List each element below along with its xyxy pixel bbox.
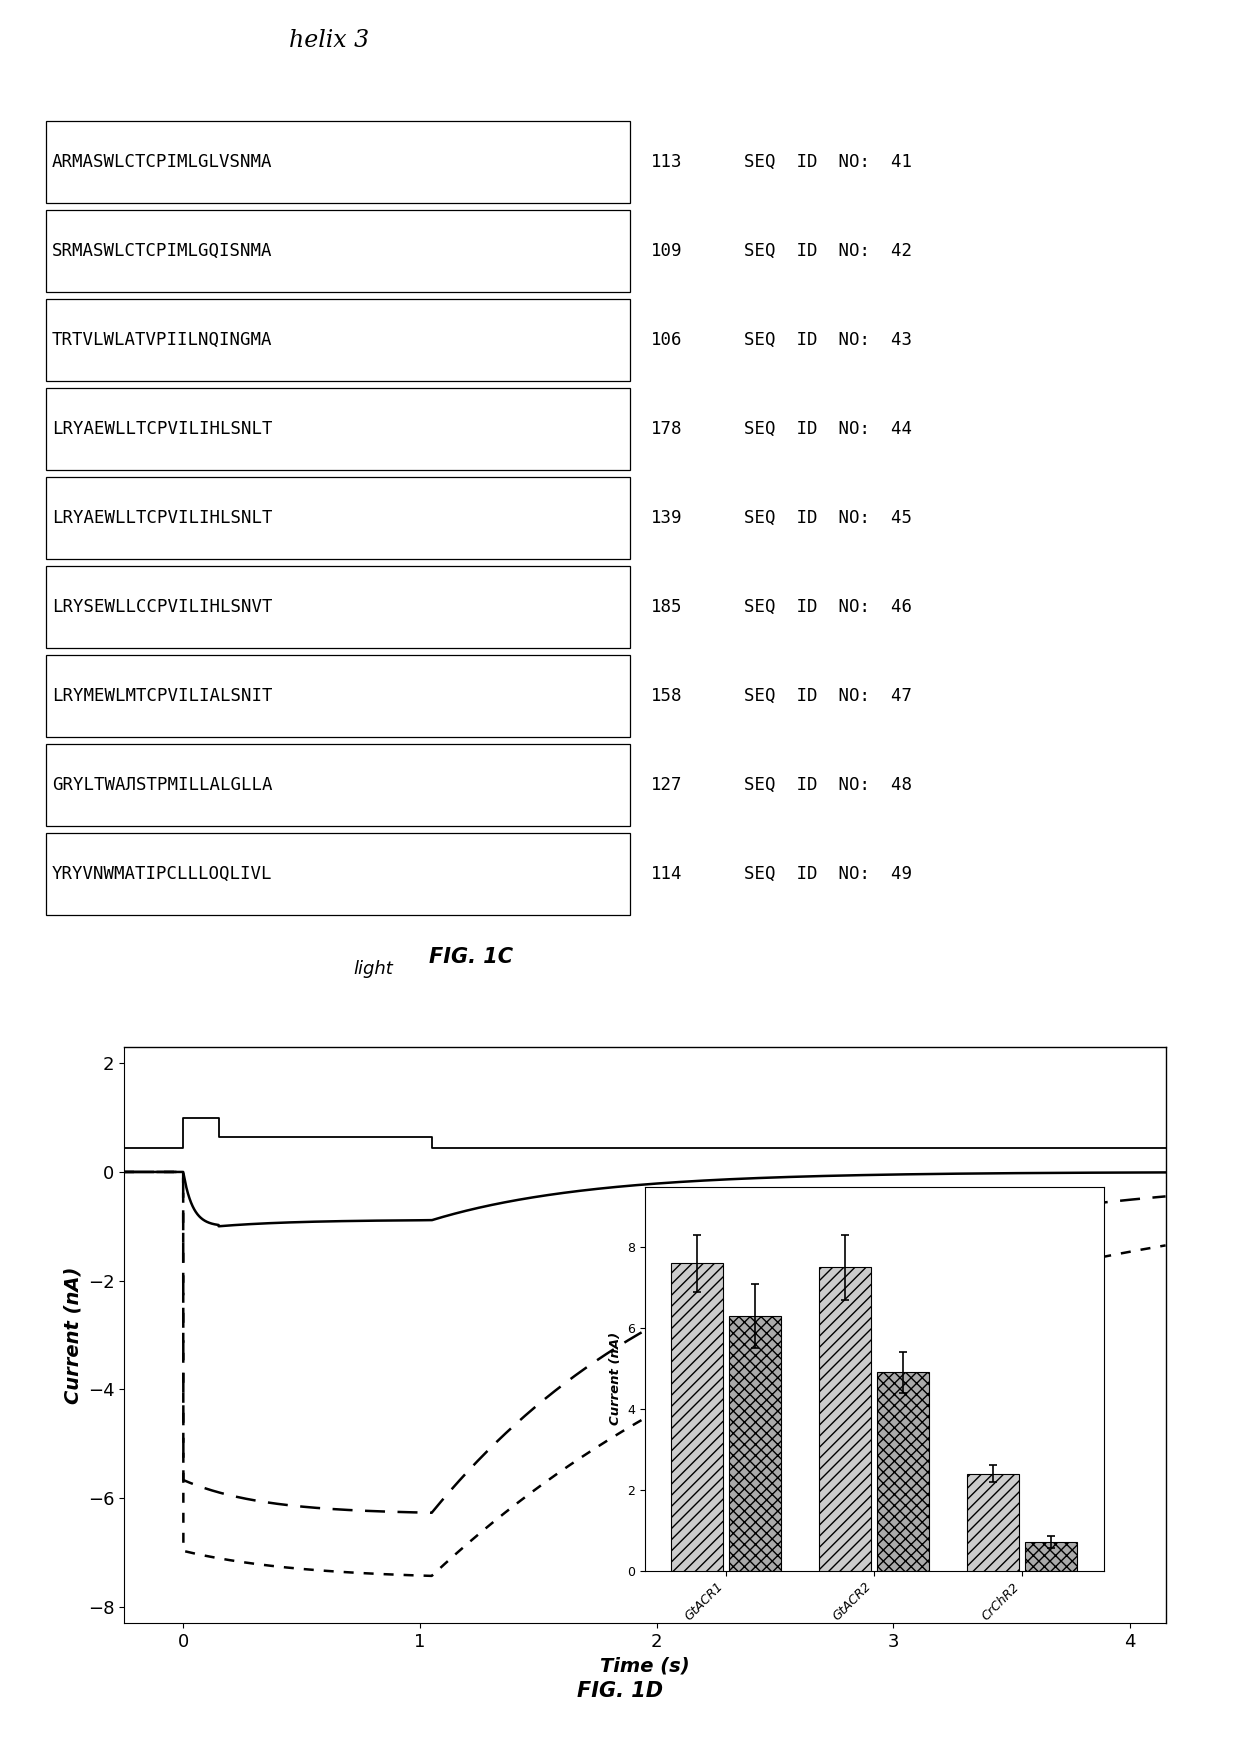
Bar xyxy=(671,1263,723,1570)
Bar xyxy=(46,120,630,202)
Text: 114: 114 xyxy=(651,866,682,883)
Bar xyxy=(46,209,630,291)
Bar xyxy=(46,387,630,469)
Bar xyxy=(46,565,630,647)
Text: 109: 109 xyxy=(651,243,682,260)
Y-axis label: Current (nA): Current (nA) xyxy=(63,1267,82,1403)
X-axis label: Time (s): Time (s) xyxy=(600,1656,689,1675)
Text: SRMASWLCTCPIMLGQISNMA: SRMASWLCTCPIMLGQISNMA xyxy=(52,243,273,260)
Text: FIG. 1D: FIG. 1D xyxy=(577,1682,663,1701)
Text: TRTVLWLATVPIILNQINGMA: TRTVLWLATVPIILNQINGMA xyxy=(52,332,273,349)
Text: LRYSEWLLCCPVILIHLSNVT: LRYSEWLLCCPVILIHLSNVT xyxy=(52,599,273,616)
Bar xyxy=(967,1473,1019,1570)
Bar xyxy=(46,298,630,380)
Text: GRYLTWАЛSTPMILLALGLLA: GRYLTWАЛSTPMILLALGLLA xyxy=(52,777,273,794)
Bar xyxy=(46,832,630,914)
Text: SEQ  ID  NO:  42: SEQ ID NO: 42 xyxy=(744,243,911,260)
Text: 158: 158 xyxy=(651,688,682,705)
Text: ARMASWLCTCPIMLGLVSNMA: ARMASWLCTCPIMLGLVSNMA xyxy=(52,154,273,171)
Bar xyxy=(729,1316,781,1570)
Text: LRYAEWLLTCPVILIHLSNLT: LRYAEWLLTCPVILIHLSNLT xyxy=(52,421,273,438)
Text: 113: 113 xyxy=(651,154,682,171)
Bar xyxy=(1025,1543,1078,1570)
Bar xyxy=(46,743,630,825)
Text: SEQ  ID  NO:  47: SEQ ID NO: 47 xyxy=(744,688,911,705)
Text: LRYMEWLMTCPVILIALSNIT: LRYMEWLMTCPVILIALSNIT xyxy=(52,688,273,705)
Text: YRYVNWMATIPCLLLOQLIVL: YRYVNWMATIPCLLLOQLIVL xyxy=(52,866,273,883)
Bar xyxy=(46,476,630,558)
Text: helix 3: helix 3 xyxy=(289,30,368,52)
Y-axis label: Current (nA): Current (nA) xyxy=(609,1331,621,1426)
Text: SEQ  ID  NO:  49: SEQ ID NO: 49 xyxy=(744,866,911,883)
Text: 178: 178 xyxy=(651,421,682,438)
Text: 139: 139 xyxy=(651,510,682,527)
Text: SEQ  ID  NO:  45: SEQ ID NO: 45 xyxy=(744,510,911,527)
Text: SEQ  ID  NO:  41: SEQ ID NO: 41 xyxy=(744,154,911,171)
Text: light: light xyxy=(353,960,393,977)
Text: FIG. 1C: FIG. 1C xyxy=(429,948,513,967)
Text: SEQ  ID  NO:  43: SEQ ID NO: 43 xyxy=(744,332,911,349)
Bar xyxy=(46,654,630,736)
Text: SEQ  ID  NO:  48: SEQ ID NO: 48 xyxy=(744,777,911,794)
Text: LRYAEWLLTCPVILIHLSNLT: LRYAEWLLTCPVILIHLSNLT xyxy=(52,510,273,527)
Bar xyxy=(820,1267,872,1570)
Text: 127: 127 xyxy=(651,777,682,794)
Text: SEQ  ID  NO:  46: SEQ ID NO: 46 xyxy=(744,599,911,616)
Text: 106: 106 xyxy=(651,332,682,349)
Text: SEQ  ID  NO:  44: SEQ ID NO: 44 xyxy=(744,421,911,438)
Bar xyxy=(877,1373,929,1570)
Text: 185: 185 xyxy=(651,599,682,616)
